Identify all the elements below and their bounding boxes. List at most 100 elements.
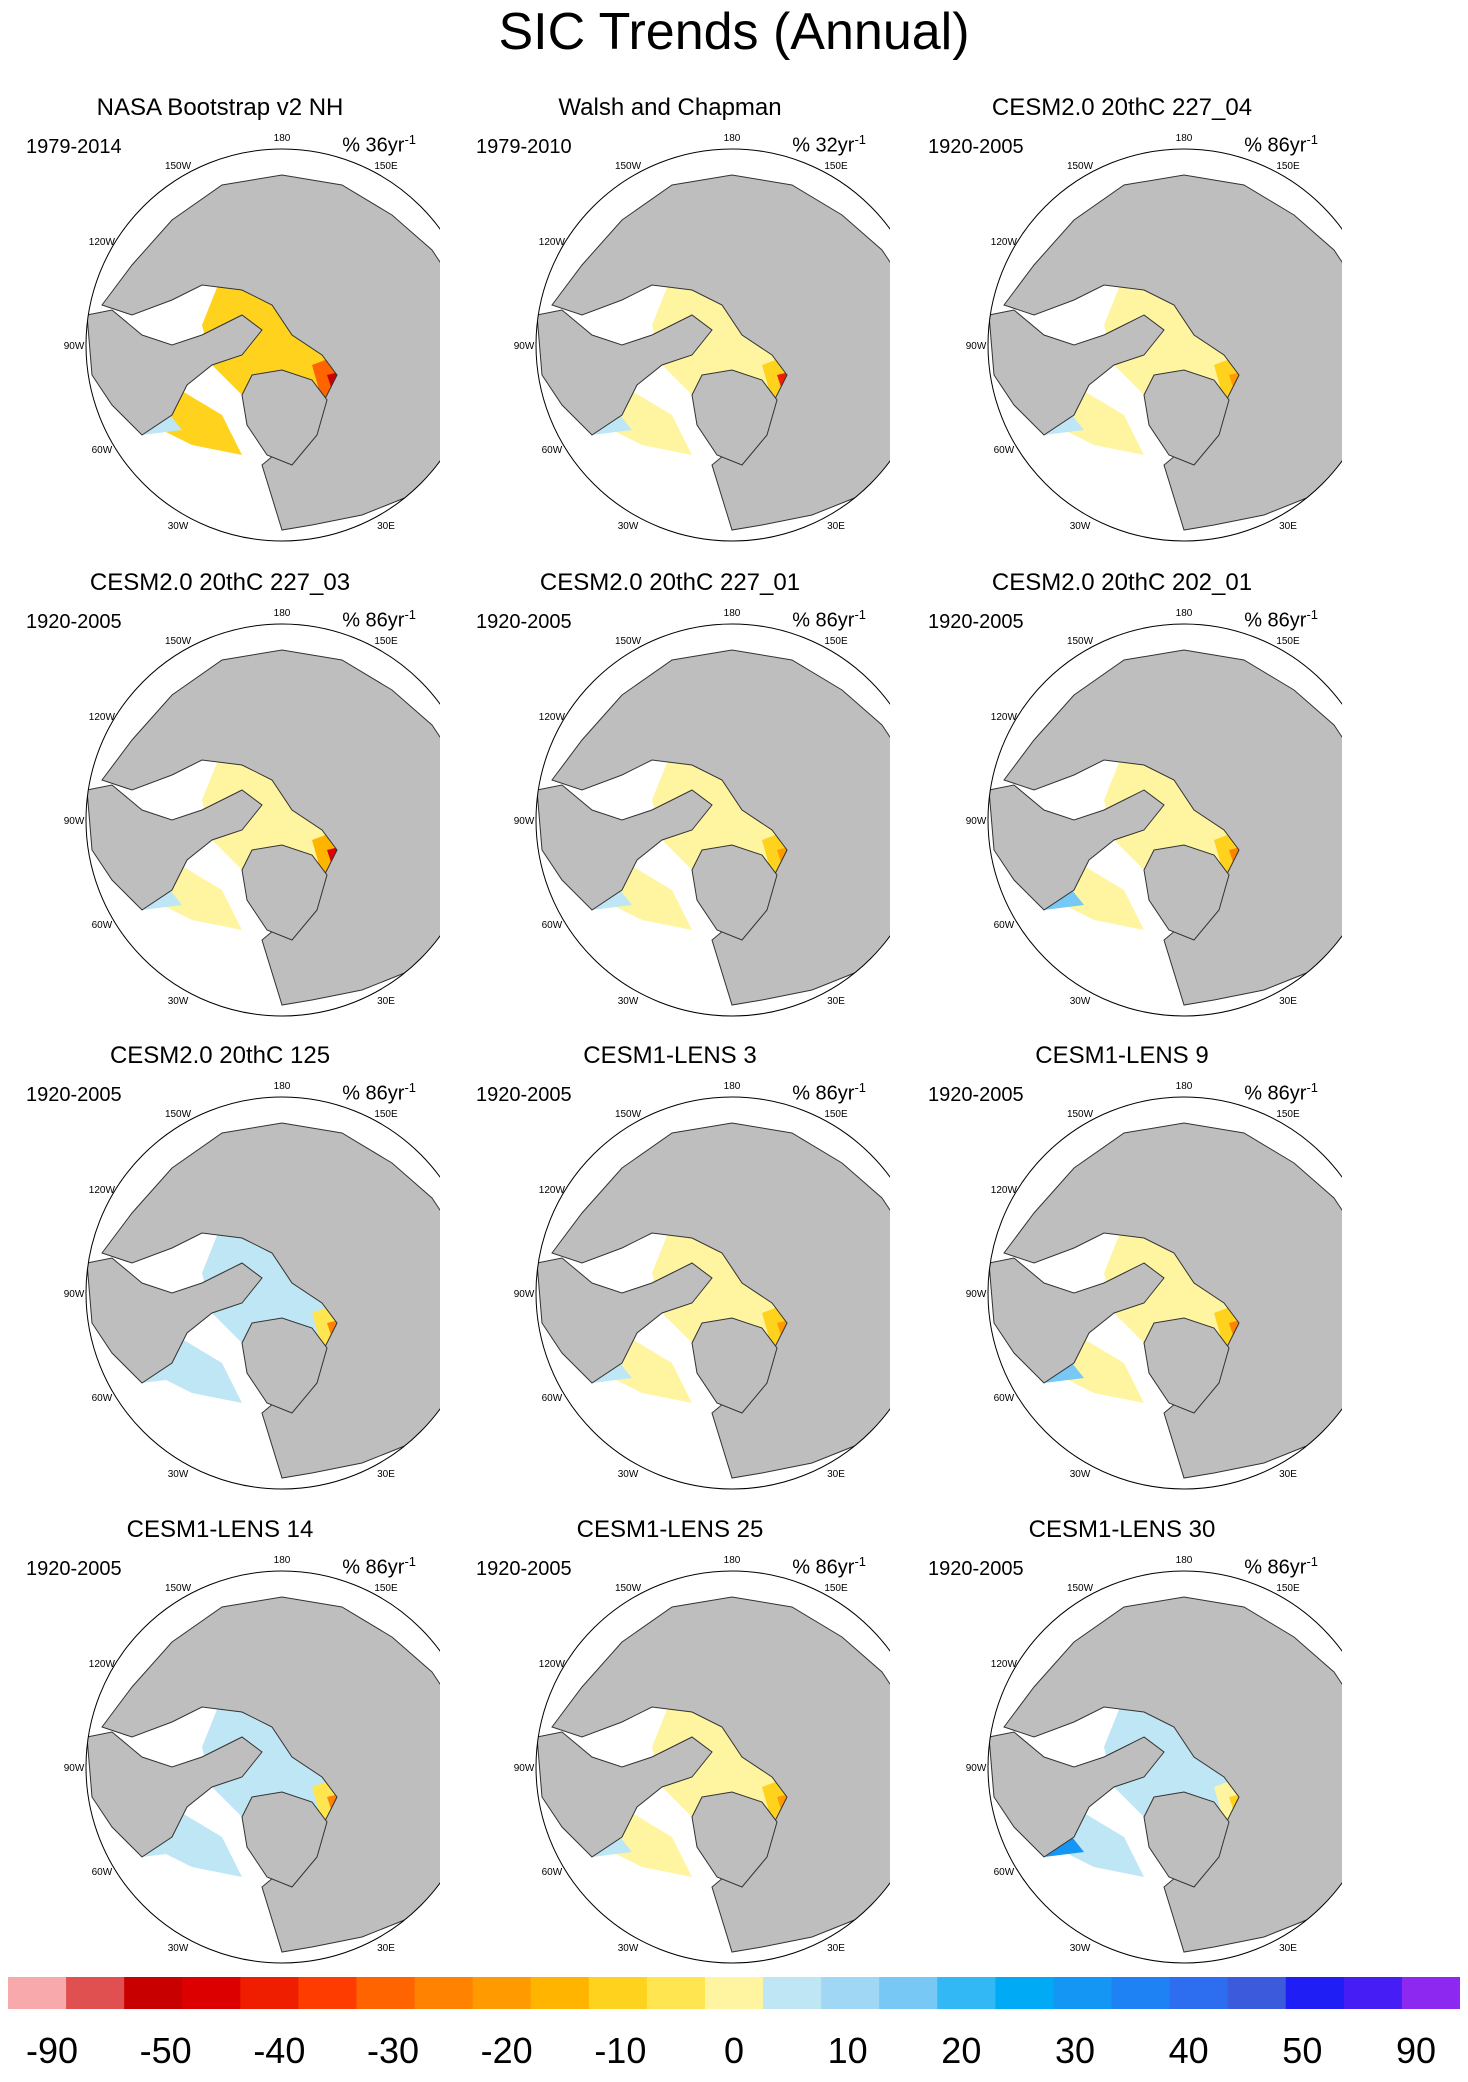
- polar-map: 180150E120E90E60E30E030W60W90W120W150W: [64, 1081, 440, 1498]
- colorbar-swatch: [240, 1977, 299, 2009]
- panel-units: % 86yr-1: [342, 1080, 416, 1105]
- longitude-label: 30E: [1279, 521, 1297, 532]
- colorbar-swatch: [937, 1977, 996, 2009]
- greenland-land: [691, 1791, 778, 1888]
- colorbar-labels: -90 -50 -40 -30 -20 -10 0 10 20 30 40 50 90: [8, 2030, 1460, 2075]
- eurasia-land: [101, 649, 440, 1006]
- eurasia-land: [101, 1122, 440, 1479]
- longitude-label: 90W: [966, 1289, 987, 1300]
- longitude-label: 60W: [994, 1393, 1015, 1404]
- panel-title: CESM2.0 20thC 227_03: [89, 569, 351, 596]
- longitude-label: 30W: [1070, 996, 1091, 1007]
- panel-units: % 86yr-1: [1244, 607, 1318, 632]
- longitude-label: 150W: [615, 636, 642, 647]
- north-america-land: [988, 1731, 1165, 1858]
- longitude-label: 90W: [64, 1289, 85, 1300]
- longitude-label: 30E: [377, 1469, 395, 1480]
- map-boundary: [85, 148, 440, 542]
- longitude-label: 60W: [92, 1393, 113, 1404]
- polar-map: 180150E120E90E60E30E030W60W90W120W150W: [514, 1555, 890, 1972]
- longitude-label: 150W: [615, 1583, 642, 1594]
- longitude-label: 120W: [89, 1185, 116, 1196]
- colorbar-swatch: [356, 1977, 416, 2009]
- greenland-land: [241, 1317, 328, 1414]
- longitude-label: 90W: [966, 1763, 987, 1774]
- map-panel: 180150E120E90E60E30E030W60W90W120W150WCE…: [902, 90, 1342, 550]
- map-panel: 180150E120E90E60E30E030W60W90W120W150WCE…: [450, 1038, 890, 1498]
- polar-map: 180150E120E90E60E30E030W60W90W120W150W: [514, 1081, 890, 1498]
- longitude-label: 120W: [539, 712, 566, 723]
- colorbar-swatch: [1111, 1977, 1171, 2009]
- longitude-label: 30E: [827, 1943, 845, 1954]
- longitude-label: 0: [729, 1024, 735, 1025]
- colorbar-swatch: [995, 1977, 1054, 2009]
- colorbar-tick-label: 10: [827, 2030, 868, 2071]
- longitude-label: 120W: [539, 1185, 566, 1196]
- north-america-land: [86, 309, 263, 436]
- colorbar-tick-label: 90: [1395, 2030, 1437, 2071]
- colorbar-tick-label: 40: [1168, 2030, 1209, 2071]
- longitude-label: 60W: [92, 445, 113, 456]
- map-panel: 180150E120E90E60E30E030W60W90W120W150WWa…: [450, 90, 890, 550]
- map-boundary: [987, 1570, 1342, 1964]
- longitude-label: 60W: [542, 1393, 563, 1404]
- greenland-land: [1143, 1317, 1230, 1414]
- map-boundary: [85, 623, 440, 1017]
- longitude-label: 120W: [539, 237, 566, 248]
- longitude-label: 60W: [92, 920, 113, 931]
- longitude-label: 30E: [377, 521, 395, 532]
- longitude-label: 60W: [994, 1867, 1015, 1878]
- longitude-label: 0: [279, 1024, 285, 1025]
- panel-units: % 86yr-1: [792, 607, 866, 632]
- longitude-label: 150W: [1067, 1109, 1094, 1120]
- map-panel: 180150E120E90E60E30E030W60W90W120W150WCE…: [450, 1512, 890, 1972]
- longitude-label: 0: [279, 549, 285, 550]
- longitude-label: 30W: [1070, 521, 1091, 532]
- eurasia-land: [551, 1122, 890, 1479]
- longitude-label: 120W: [991, 1185, 1018, 1196]
- greenland-land: [1143, 1791, 1230, 1888]
- longitude-label: 150E: [374, 1109, 398, 1120]
- longitude-label: 30E: [377, 996, 395, 1007]
- eurasia-land: [1003, 649, 1342, 1006]
- longitude-label: 90W: [514, 1763, 535, 1774]
- north-america-land: [86, 1257, 263, 1384]
- panel-title: Walsh and Chapman: [558, 94, 782, 121]
- map-boundary: [535, 148, 890, 542]
- colorbar-swatch: [646, 1977, 706, 2009]
- longitude-label: 0: [279, 1971, 285, 1972]
- longitude-label: 0: [729, 549, 735, 550]
- longitude-label: 150E: [1276, 1583, 1300, 1594]
- map-panel: 180150E120E90E60E30E030W60W90W120W150WCE…: [902, 565, 1342, 1025]
- colorbar-swatch: [66, 1977, 125, 2009]
- longitude-label: 30E: [1279, 1943, 1297, 1954]
- polar-map: 180150E120E90E60E30E030W60W90W120W150W: [64, 133, 440, 550]
- longitude-label: 0: [729, 1497, 735, 1498]
- colorbar-swatch: [1285, 1977, 1345, 2009]
- panel-units: % 86yr-1: [342, 1554, 416, 1579]
- longitude-label: 150W: [615, 1109, 642, 1120]
- colorbar-swatch: [8, 1977, 67, 2009]
- map-panel: 180150E120E90E60E30E030W60W90W120W150WCE…: [0, 1038, 440, 1498]
- longitude-label: 30W: [168, 1469, 189, 1480]
- panel-period: 1979-2014: [26, 136, 122, 158]
- colorbar-swatch: [1053, 1977, 1113, 2009]
- panel-units: % 32yr-1: [792, 132, 866, 157]
- longitude-label: 150W: [165, 1109, 192, 1120]
- colorbar-tick-label: -50: [139, 2030, 192, 2071]
- colorbar-swatch: [530, 1977, 590, 2009]
- panel-period: 1920-2005: [26, 1084, 122, 1106]
- map-boundary: [85, 1570, 440, 1964]
- longitude-label: 180: [724, 608, 741, 619]
- longitude-label: 150W: [165, 636, 192, 647]
- eurasia-land: [551, 174, 890, 531]
- eurasia-land: [551, 649, 890, 1006]
- panel-period: 1920-2005: [476, 1558, 572, 1580]
- longitude-label: 150W: [1067, 1583, 1094, 1594]
- panel-period: 1920-2005: [928, 1084, 1024, 1106]
- longitude-label: 120W: [991, 237, 1018, 248]
- eurasia-land: [551, 1596, 890, 1953]
- colorbar-swatch: [1401, 1977, 1460, 2009]
- longitude-label: 150E: [1276, 636, 1300, 647]
- map-panel: 180150E120E90E60E30E030W60W90W120W150WCE…: [902, 1038, 1342, 1498]
